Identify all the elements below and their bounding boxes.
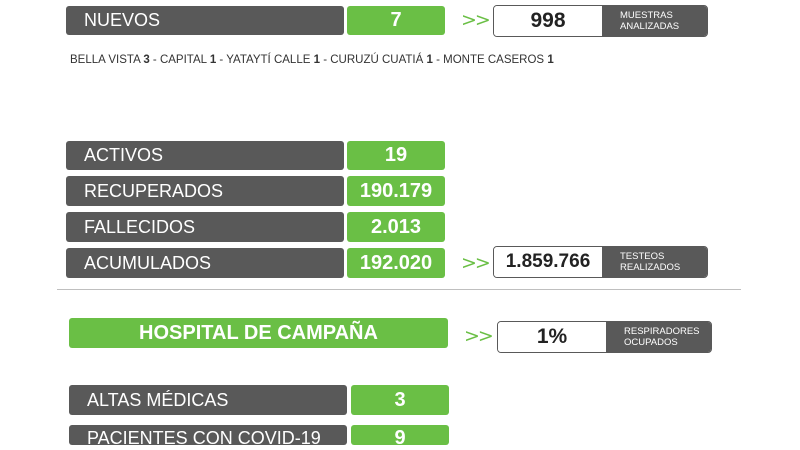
- locality-count: 1: [547, 54, 554, 66]
- testeos-value: 1.859.766: [494, 247, 602, 277]
- hospital-title: HOSPITAL DE CAMPAÑA: [69, 318, 448, 348]
- locality-count: 1: [426, 54, 433, 66]
- recuperados-value: 190.179: [347, 176, 445, 206]
- muestras-caption-line1: MUESTRAS: [620, 10, 673, 21]
- fallecidos-value: 2.013: [347, 212, 445, 242]
- testeos-caption: TESTEOS REALIZADOS: [602, 247, 707, 277]
- double-chevron-icon: >>: [464, 325, 494, 347]
- locality-count: 3: [143, 54, 150, 66]
- recuperados-label: RECUPERADOS: [66, 176, 344, 206]
- respiradores-caption-line1: RESPIRADORES: [624, 326, 700, 337]
- testeos-caption-line2: REALIZADOS: [620, 262, 681, 273]
- nuevos-label: NUEVOS: [66, 6, 344, 35]
- acumulados-label: ACUMULADOS: [66, 248, 344, 278]
- locality-name: YATAYTÍ CALLE: [226, 54, 311, 66]
- locality-name: CAPITAL: [159, 54, 207, 66]
- muestras-caption: MUESTRAS ANALIZADAS: [602, 6, 707, 36]
- double-chevron-icon: >>: [461, 252, 491, 274]
- testeos-caption-line1: TESTEOS: [620, 251, 665, 262]
- muestras-caption-line2: ANALIZADAS: [620, 21, 680, 32]
- locality-name: CURUZÚ CUATIÁ: [330, 54, 424, 66]
- pacientes-covid-value: 9: [351, 425, 449, 449]
- nuevos-value: 7: [347, 6, 445, 35]
- locality-name: MONTE CASEROS: [443, 54, 545, 66]
- locality-count: 1: [209, 54, 217, 66]
- double-chevron-icon: >>: [461, 9, 491, 31]
- respiradores-caption: RESPIRADORES OCUPADOS: [606, 322, 711, 352]
- activos-value: 19: [347, 141, 445, 170]
- pacientes-covid-label: PACIENTES CON COVID-19: [69, 425, 347, 448]
- fallecidos-label: FALLECIDOS: [66, 212, 344, 242]
- respiradores-box: 1% RESPIRADORES OCUPADOS: [497, 321, 712, 353]
- locality-count: 1: [313, 54, 320, 66]
- testeos-box: 1.859.766 TESTEOS REALIZADOS: [493, 246, 708, 278]
- acumulados-value: 192.020: [347, 248, 445, 278]
- activos-label: ACTIVOS: [66, 141, 344, 170]
- section-divider: [57, 289, 741, 290]
- altas-medicas-label: ALTAS MÉDICAS: [69, 385, 347, 415]
- altas-medicas-value: 3: [351, 385, 449, 415]
- respiradores-value: 1%: [498, 322, 606, 352]
- respiradores-caption-line2: OCUPADOS: [624, 337, 678, 348]
- muestras-box: 998 MUESTRAS ANALIZADAS: [493, 5, 708, 37]
- localities-line: BELLA VISTA 3 - CAPITAL 1 - YATAYTÍ CALL…: [70, 54, 554, 66]
- locality-name: BELLA VISTA: [70, 54, 141, 66]
- muestras-value: 998: [494, 6, 602, 36]
